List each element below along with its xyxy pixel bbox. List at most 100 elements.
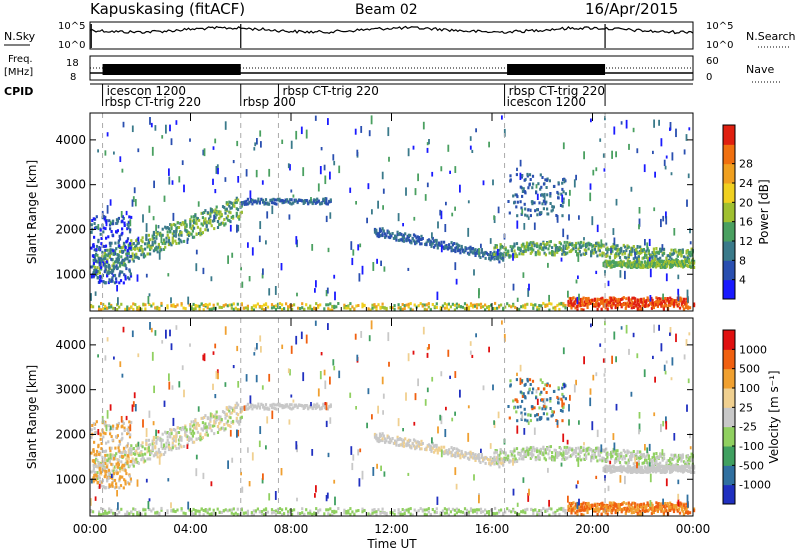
velocity-cell bbox=[468, 451, 471, 455]
power-cell bbox=[430, 240, 433, 244]
velocity-cell bbox=[343, 511, 346, 515]
velocity-cell bbox=[102, 420, 106, 424]
velocity-cell bbox=[684, 463, 687, 467]
velocity-cell bbox=[484, 456, 487, 460]
velocity-cell bbox=[625, 454, 628, 458]
velocity-cell bbox=[621, 457, 624, 461]
power-cell bbox=[171, 232, 174, 236]
velocity-cell bbox=[102, 435, 105, 439]
velocity-cell bbox=[319, 407, 322, 411]
velocity-cell bbox=[128, 435, 132, 439]
velocity-cell bbox=[110, 483, 114, 487]
power-cell bbox=[349, 187, 352, 193]
power-cell bbox=[583, 253, 586, 256]
velocity-cell bbox=[283, 405, 286, 408]
velocity-cell bbox=[97, 445, 100, 449]
power-cell bbox=[608, 296, 611, 300]
power-cell bbox=[499, 254, 502, 258]
power-cell bbox=[627, 245, 630, 249]
power-cell bbox=[553, 253, 556, 257]
power-cell bbox=[581, 300, 584, 304]
power-cell bbox=[605, 253, 608, 256]
velocity-cell bbox=[650, 458, 653, 462]
velocity-cell bbox=[444, 450, 447, 454]
power-cell bbox=[549, 194, 552, 198]
velocity-cell bbox=[561, 457, 564, 461]
velocity-cell bbox=[245, 407, 248, 411]
power-cell bbox=[600, 245, 603, 249]
power-cell bbox=[496, 306, 499, 310]
velocity-cell bbox=[224, 413, 227, 417]
power-cell bbox=[548, 251, 551, 255]
velocity-cell bbox=[100, 447, 103, 451]
power-cell bbox=[108, 223, 112, 227]
power-cell bbox=[643, 164, 646, 173]
velocity-cell bbox=[185, 428, 188, 432]
power-cell bbox=[395, 238, 398, 242]
power-cell bbox=[546, 242, 549, 246]
power-cell bbox=[273, 202, 277, 206]
power-cell bbox=[361, 302, 364, 306]
power-cell bbox=[645, 264, 648, 267]
power-cell bbox=[278, 199, 281, 203]
power-cell bbox=[121, 246, 124, 250]
power-cell bbox=[445, 303, 448, 307]
velocity-cell bbox=[510, 510, 513, 514]
freq-block-1 bbox=[507, 64, 606, 75]
power-cell bbox=[262, 268, 264, 275]
velocity-cell bbox=[96, 458, 99, 462]
power-cell bbox=[375, 305, 378, 309]
velocity-cell bbox=[103, 456, 106, 460]
power-cell bbox=[443, 246, 446, 250]
velocity-cell bbox=[402, 438, 405, 442]
power-cell bbox=[684, 256, 687, 260]
velocity-cell bbox=[623, 450, 627, 454]
power-cell bbox=[591, 248, 594, 252]
power-cell bbox=[459, 305, 462, 309]
power-cell bbox=[547, 247, 550, 251]
power-cell bbox=[399, 306, 402, 310]
power-cell bbox=[314, 201, 317, 205]
power-cell bbox=[657, 297, 660, 301]
velocity-cell bbox=[399, 437, 402, 441]
power-cell bbox=[538, 201, 541, 205]
velocity-cell bbox=[591, 449, 594, 453]
velocity-cell bbox=[110, 435, 113, 438]
velocity-cell bbox=[417, 442, 421, 446]
velocity-cell bbox=[381, 439, 384, 443]
velocity-cell bbox=[396, 438, 399, 442]
power-cell bbox=[235, 207, 238, 211]
velocity-cell bbox=[190, 512, 193, 516]
power-cell bbox=[319, 303, 322, 307]
velocity-cell bbox=[672, 453, 676, 457]
velocity-cell bbox=[420, 447, 423, 451]
power-cell bbox=[669, 127, 671, 131]
velocity-cell bbox=[249, 404, 252, 408]
velocity-cell bbox=[679, 453, 682, 457]
velocity-cell bbox=[156, 435, 159, 439]
velocity-cell bbox=[302, 407, 305, 410]
power-cell bbox=[582, 308, 585, 312]
velocity-cell bbox=[328, 405, 331, 409]
power-cell bbox=[108, 305, 111, 309]
power-cell bbox=[409, 307, 412, 311]
power-cell bbox=[671, 252, 674, 256]
velocity-cell bbox=[147, 446, 150, 450]
power-cell bbox=[528, 182, 531, 186]
velocity-cell bbox=[646, 452, 649, 456]
power-cell bbox=[595, 241, 598, 245]
power-colorbar-swatch bbox=[723, 260, 735, 281]
velocity-cell bbox=[477, 508, 481, 512]
velocity-cell bbox=[655, 452, 658, 455]
velocity-cell bbox=[111, 438, 114, 442]
power-cell bbox=[677, 252, 681, 256]
power-cell bbox=[454, 166, 457, 173]
velocity-cell bbox=[186, 437, 189, 441]
velocity-cell bbox=[155, 436, 158, 440]
power-cell bbox=[313, 307, 316, 310]
power-cell bbox=[602, 251, 605, 255]
power-cell bbox=[109, 227, 112, 231]
velocity-cell bbox=[232, 421, 235, 425]
power-cell bbox=[566, 246, 569, 250]
power-cell bbox=[557, 196, 560, 200]
